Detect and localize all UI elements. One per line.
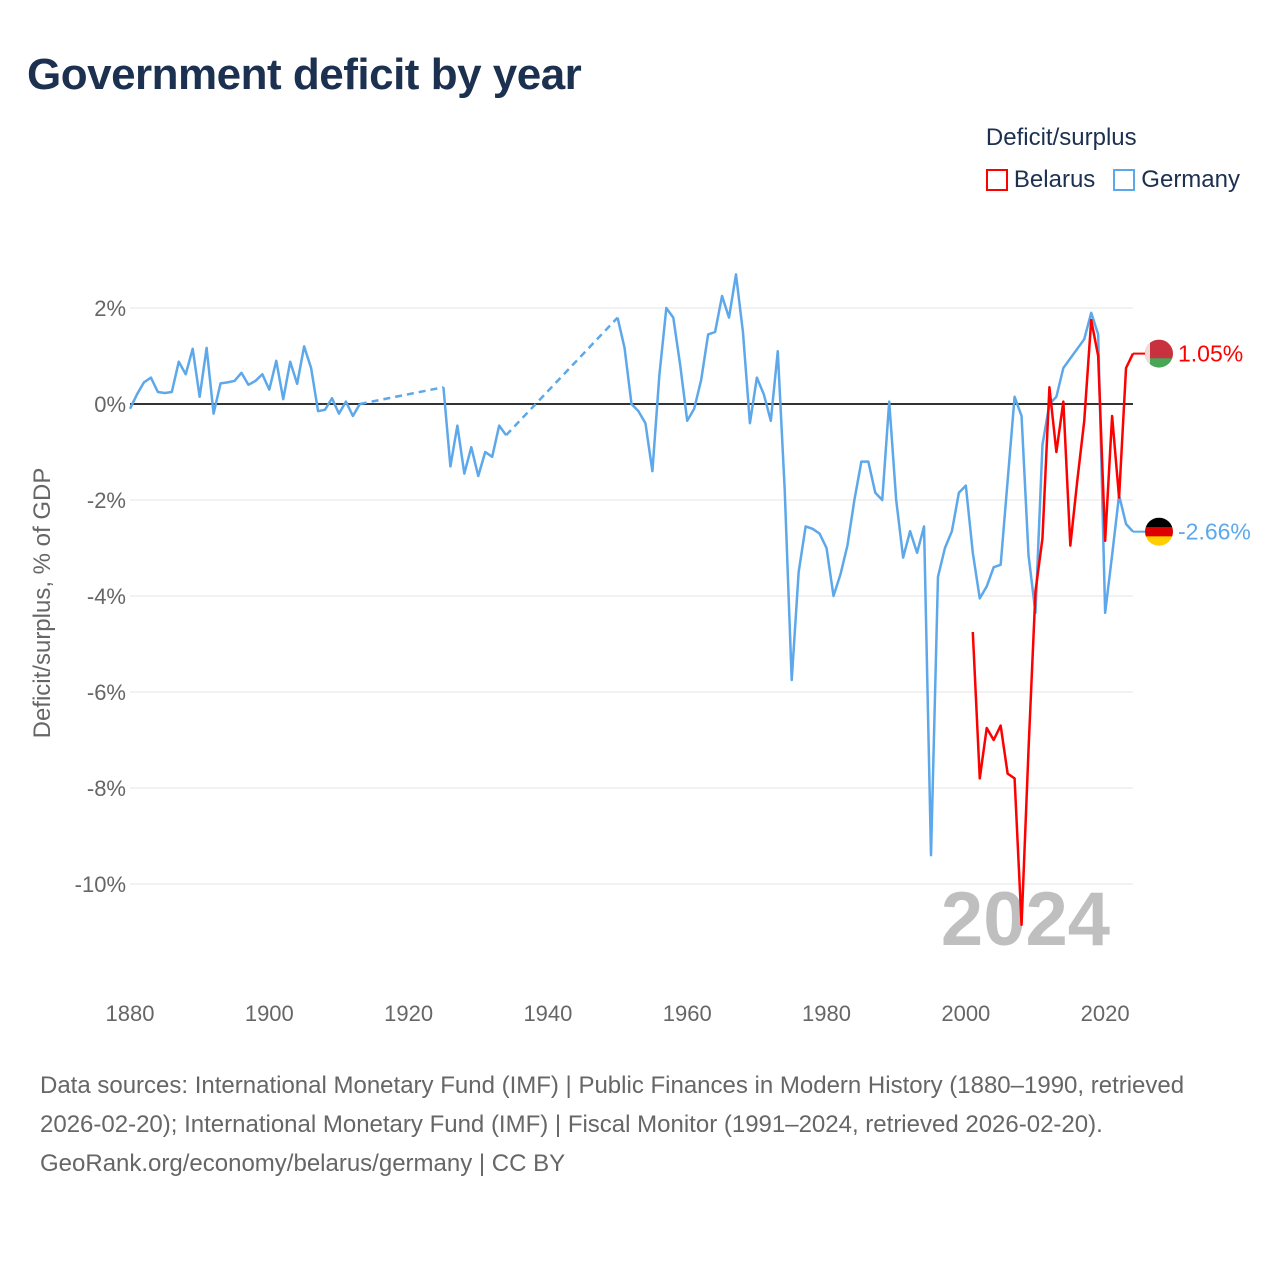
data-sources: Data sources: International Monetary Fun… [40,1072,1185,1138]
line-chart: 2% 0% -2% -4% -6% -8% -10% 1880 1900 1920 1940 1960… [29,273,1251,1026]
y-tick-label: -10% [75,872,126,897]
x-tick-label: 1880 [106,1001,155,1026]
x-tick-label: 2000 [941,1001,990,1026]
legend-swatch-belarus [985,169,1008,191]
germany-flag-icon [1145,536,1173,546]
legend: Deficit/surplus Belarus Germany [985,124,1240,194]
x-tick-label: 1980 [802,1001,851,1026]
y-axis-label: Deficit/surplus, % of GDP [29,468,56,739]
current-year-label: 2024 [941,877,1110,962]
end-value-label-germany: -2.66% [1178,519,1251,545]
series-line-germany [616,273,1134,857]
belarus-flag-icon [1145,339,1150,368]
y-tick-label: 0% [94,392,126,417]
y-tick-label: 2% [94,296,126,321]
belarus-flag-icon [1145,339,1173,350]
germany-flag-icon [1145,517,1173,528]
series-line-belarus [971,318,1135,927]
series-gap-germany [505,316,619,437]
x-tick-label: 1940 [523,1001,572,1026]
y-tick-label: -8% [87,776,126,801]
legend-title: Deficit/surplus [985,124,1137,151]
y-tick-label: -4% [87,584,126,609]
x-tick-label: 1960 [663,1001,712,1026]
germany-flag-icon [1145,527,1173,537]
credit-link[interactable]: GeoRank.org/economy/belarus/germany | CC… [40,1150,566,1177]
belarus-flag-icon [1145,348,1173,359]
series-line-germany [442,387,508,478]
x-tick-label: 1920 [384,1001,433,1026]
x-tick-label: 1900 [245,1001,294,1026]
y-tick-label: -6% [87,680,126,705]
legend-label: Germany [1141,166,1240,193]
series-gap-germany [359,385,444,406]
legend-item-germany[interactable]: Germany [1113,166,1240,194]
legend-swatch-germany [1113,169,1136,191]
y-tick-label: -2% [87,488,126,513]
series-line-germany [128,345,361,418]
belarus-flag-icon [1145,358,1173,368]
chart-title: Government deficit by year [27,50,582,99]
legend-label: Belarus [1013,166,1096,193]
legend-item-belarus[interactable]: Belarus [985,166,1096,194]
x-tick-label: 2020 [1081,1001,1130,1026]
end-value-label-belarus: 1.05% [1178,341,1243,367]
footer: Data sources: International Monetary Fun… [40,1066,1240,1183]
